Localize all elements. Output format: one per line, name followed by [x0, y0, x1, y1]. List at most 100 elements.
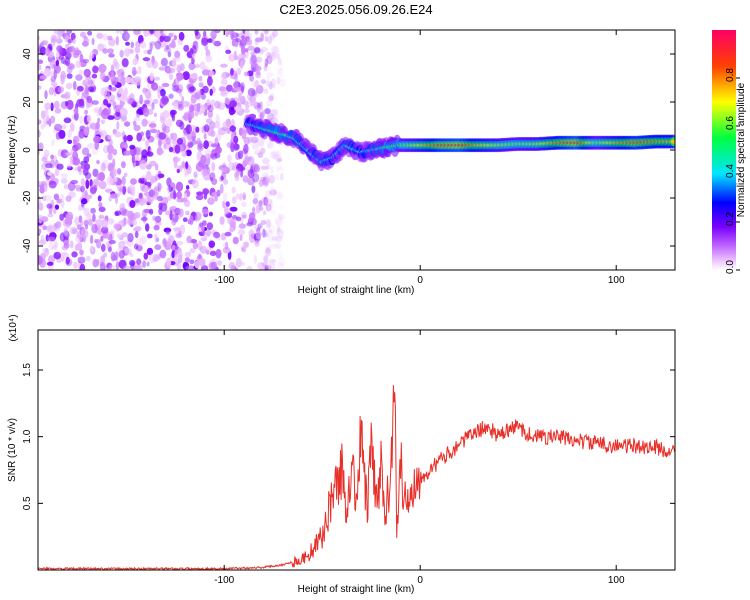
noise-speck	[165, 118, 173, 128]
noise-speck	[242, 241, 249, 249]
noise-speck	[213, 231, 221, 239]
noise-speck	[41, 40, 48, 46]
noise-speck	[266, 75, 271, 83]
noise-speck	[196, 137, 201, 147]
noise-speck	[153, 112, 157, 118]
noise-speck	[70, 147, 77, 157]
noise-speck	[252, 206, 256, 213]
noise-speck	[73, 80, 77, 91]
noise-speck	[38, 119, 42, 125]
noise-speck	[251, 67, 255, 73]
noise-speck	[184, 257, 190, 263]
noise-speck	[261, 172, 269, 179]
noise-speck	[146, 60, 154, 68]
noise-speck	[270, 209, 277, 216]
noise-speck	[152, 256, 158, 263]
noise-speck	[60, 200, 65, 209]
noise-speck	[276, 67, 284, 75]
noise-speck	[271, 258, 276, 266]
noise-speck	[75, 74, 83, 81]
noise-speck	[64, 56, 71, 67]
noise-speck	[38, 59, 43, 64]
noise-speck	[264, 35, 268, 42]
noise-speck	[83, 219, 89, 227]
noise-speck	[91, 38, 95, 46]
noise-speck	[267, 141, 273, 149]
noise-speck	[182, 261, 190, 270]
noise-speck	[204, 149, 212, 158]
noise-speck	[203, 124, 210, 133]
noise-speck	[185, 265, 193, 270]
noise-speck	[271, 45, 279, 54]
noise-speck	[144, 90, 151, 96]
noise-speck	[38, 202, 44, 211]
noise-speck	[94, 123, 99, 134]
noise-speck	[199, 245, 207, 254]
noise-speck	[110, 70, 115, 80]
noise-speck	[97, 117, 101, 123]
noise-speck	[265, 218, 271, 229]
noise-speck	[244, 71, 249, 77]
noise-speck	[269, 52, 275, 57]
noise-speck	[133, 212, 141, 219]
noise-speck	[249, 95, 256, 103]
noise-speck	[242, 175, 249, 183]
noise-speck	[53, 208, 57, 214]
noise-speck	[254, 30, 259, 35]
noise-speck	[83, 69, 90, 77]
noise-speck	[65, 223, 71, 229]
noise-speck	[173, 34, 177, 41]
ridge-core	[670, 139, 675, 144]
noise-speck	[233, 55, 240, 61]
noise-speck	[168, 73, 174, 80]
noise-speck	[150, 178, 155, 183]
noise-speck	[139, 196, 145, 206]
noise-speck	[117, 74, 124, 83]
noise-speck	[145, 223, 150, 232]
noise-speck	[38, 239, 47, 246]
noise-speck	[219, 216, 225, 226]
noise-speck	[215, 248, 222, 259]
noise-speck	[81, 147, 90, 156]
noise-speck	[235, 216, 242, 222]
noise-speck	[110, 64, 115, 72]
noise-speck	[224, 30, 229, 35]
noise-speck	[254, 239, 260, 247]
noise-speck	[157, 173, 165, 179]
noise-speck	[230, 142, 235, 153]
noise-speck	[92, 168, 99, 177]
noise-speck	[87, 143, 95, 149]
noise-speck	[54, 108, 62, 114]
noise-speck	[194, 111, 199, 117]
noise-speck	[198, 82, 204, 88]
noise-speck	[60, 77, 65, 85]
noise-speck	[209, 88, 213, 96]
noise-speck	[108, 264, 117, 270]
noise-speck	[61, 252, 69, 259]
noise-speck	[271, 236, 278, 241]
noise-speck	[268, 243, 277, 249]
noise-speck	[113, 61, 120, 70]
noise-speck	[176, 74, 183, 82]
noise-speck	[134, 226, 142, 231]
noise-speck	[186, 185, 190, 190]
noise-speck	[225, 98, 231, 105]
noise-speck	[43, 149, 50, 157]
noise-speck	[214, 146, 222, 154]
noise-speck	[242, 214, 247, 219]
noise-speck	[264, 198, 273, 206]
noise-speck	[121, 31, 130, 42]
noise-speck	[53, 251, 62, 260]
noise-speck	[225, 201, 230, 208]
noise-speck	[100, 119, 106, 125]
noise-speck	[183, 267, 189, 270]
noise-speck	[174, 144, 181, 154]
snr-y-label: SNR (10 * v/v)	[7, 418, 18, 482]
noise-speck	[107, 71, 112, 80]
noise-speck	[228, 262, 236, 270]
noise-speck	[263, 196, 269, 206]
noise-speck	[100, 235, 104, 242]
colorbar-gradient	[712, 30, 736, 270]
noise-speck	[260, 32, 265, 42]
noise-speck	[176, 261, 181, 270]
